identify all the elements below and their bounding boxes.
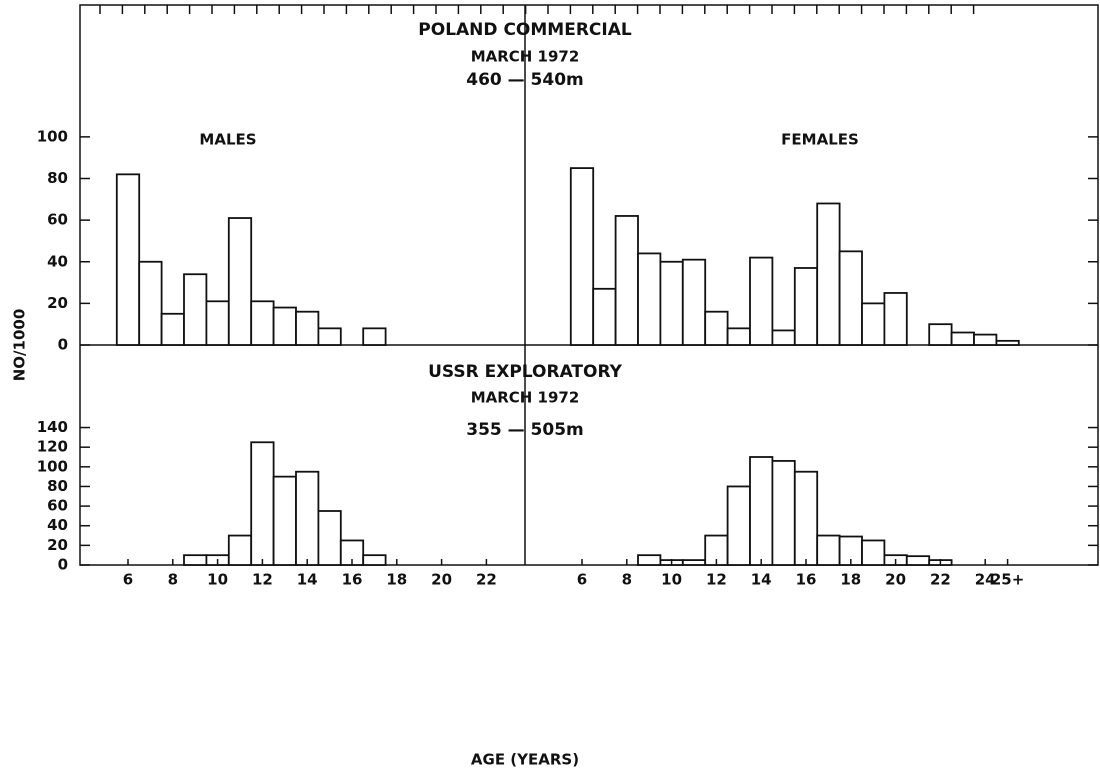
y-tick-label: 80: [47, 169, 68, 187]
bar: [183, 554, 208, 566]
bar: [749, 456, 774, 566]
x-tick-label: 6: [123, 571, 133, 589]
x-tick-label: 22: [930, 571, 951, 589]
bar: [362, 554, 387, 566]
x-tick-label: 8: [168, 571, 178, 589]
bar: [726, 485, 751, 566]
y-tick-label: 60: [47, 211, 68, 229]
x-tick-label: 25+: [991, 571, 1024, 589]
bar: [861, 539, 886, 566]
bar: [950, 331, 975, 346]
bar: [838, 250, 863, 346]
group-label: FEMALES: [781, 131, 859, 149]
x-tick-label: 22: [476, 571, 497, 589]
depth-label: 355 — 505m: [466, 420, 584, 440]
bar: [592, 287, 617, 346]
bar: [816, 534, 841, 566]
bar: [637, 554, 662, 566]
bar: [771, 329, 796, 346]
x-tick-label: 10: [661, 571, 682, 589]
bar: [272, 475, 297, 566]
bar: [771, 460, 796, 566]
x-tick-label: 6: [577, 571, 587, 589]
bar: [614, 215, 639, 346]
bar: [569, 167, 595, 346]
bar: [362, 327, 387, 346]
x-tick-label: 18: [840, 571, 861, 589]
x-tick-label: 12: [706, 571, 727, 589]
bar: [317, 510, 342, 566]
bar: [681, 258, 707, 346]
bar: [681, 559, 707, 566]
depth-label: 460 — 540m: [466, 70, 584, 90]
y-tick-label: 100: [37, 457, 68, 475]
bar: [749, 256, 774, 346]
y-tick-label: 20: [47, 536, 68, 554]
bar: [973, 333, 998, 346]
y-tick-label: 0: [58, 556, 68, 574]
bar: [138, 260, 163, 346]
bar: [160, 312, 185, 346]
x-tick-label: 18: [386, 571, 407, 589]
bar: [793, 470, 819, 566]
y-tick-label: 100: [37, 127, 68, 145]
bar: [295, 470, 320, 566]
bar: [183, 273, 208, 346]
x-tick-label: 8: [622, 571, 632, 589]
group-label: MALES: [199, 131, 256, 149]
bar: [637, 252, 662, 346]
x-axis-label: AGE (YEARS): [471, 751, 579, 769]
bar: [227, 534, 253, 566]
bar: [861, 302, 886, 346]
y-tick-label: 40: [47, 516, 68, 534]
x-tick-label: 14: [297, 571, 318, 589]
y-tick-label: 40: [47, 252, 68, 270]
y-tick-label: 120: [37, 438, 68, 456]
chart-subtitle: MARCH 1972: [471, 48, 580, 66]
x-tick-label: 20: [431, 571, 452, 589]
x-tick-label: 20: [885, 571, 906, 589]
chart-title: USSR EXPLORATORY: [428, 362, 623, 382]
y-tick-label: 60: [47, 497, 68, 515]
bar: [115, 173, 141, 346]
y-tick-label: 80: [47, 477, 68, 495]
bar: [250, 300, 275, 346]
bar: [659, 260, 684, 346]
x-tick-label: 16: [342, 571, 363, 589]
chart-title: POLAND COMMERCIAL: [418, 20, 632, 40]
bar: [905, 555, 931, 566]
bar: [227, 217, 253, 346]
x-tick-label: 10: [207, 571, 228, 589]
bar: [793, 267, 819, 346]
bar: [295, 310, 320, 346]
x-tick-label: 12: [252, 571, 273, 589]
bar: [883, 292, 908, 346]
bar: [704, 310, 729, 346]
bar: [816, 202, 841, 346]
bar: [317, 327, 342, 346]
bar: [928, 323, 953, 346]
bar: [205, 300, 230, 346]
y-axis-label: NO/1000: [11, 309, 29, 382]
bar: [250, 441, 275, 566]
chart-subtitle: MARCH 1972: [471, 389, 580, 407]
x-tick-label: 24: [975, 571, 996, 589]
bar: [726, 327, 751, 346]
y-tick-label: 0: [58, 336, 68, 354]
frame: [79, 4, 1099, 566]
x-tick-label: 16: [796, 571, 817, 589]
bar: [995, 339, 1020, 346]
y-tick-label: 140: [37, 418, 68, 436]
y-tick-label: 20: [47, 294, 68, 312]
bar: [272, 306, 297, 346]
x-tick-label: 14: [751, 571, 772, 589]
